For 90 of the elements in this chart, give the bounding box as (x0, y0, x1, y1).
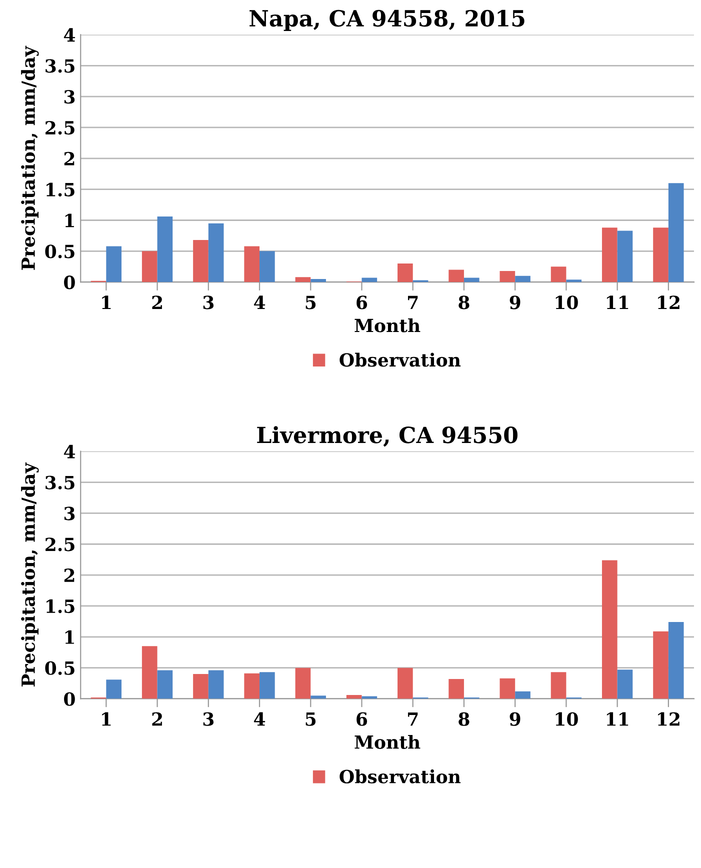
legend-label: Observation (340, 352, 461, 367)
bar (295, 668, 311, 699)
x-tick-label: 1 (102, 296, 111, 310)
y-axis-title: Precipitation, mm/day (21, 46, 39, 270)
x-tick-label: 7 (408, 296, 418, 310)
bar (515, 691, 530, 699)
bar (310, 279, 326, 282)
chart-title: Napa, CA 94558, 2015 (250, 10, 524, 32)
bar (346, 695, 362, 699)
x-tick-label: 5 (306, 296, 316, 310)
bar (208, 670, 224, 699)
y-tick-label: 1 (65, 630, 74, 644)
bar (398, 264, 413, 282)
x-tick-label: 2 (152, 296, 162, 310)
y-tick-label: 3 (64, 90, 75, 104)
x-tick-label: 11 (606, 296, 628, 310)
bar (142, 251, 158, 282)
bar (515, 276, 530, 282)
x-tick-label: 3 (203, 712, 214, 726)
bar (142, 646, 158, 699)
bar (448, 678, 464, 699)
bar (398, 668, 413, 699)
bar (260, 251, 275, 282)
x-tick-label: 9 (510, 712, 520, 726)
bar (310, 696, 326, 699)
bar (193, 674, 208, 699)
y-tick-label: 2.5 (46, 120, 74, 135)
bar (260, 672, 275, 699)
x-tick-label: 11 (606, 712, 628, 726)
bar (295, 277, 311, 282)
x-tick-label: 2 (152, 712, 162, 726)
bar (602, 560, 618, 699)
x-tick-label: 3 (203, 296, 214, 310)
bar (653, 228, 668, 282)
x-axis-title: Month (354, 318, 420, 332)
x-tick-label: 7 (408, 712, 418, 726)
y-tick-label: 0 (64, 692, 75, 706)
bar (157, 216, 173, 282)
bar (244, 673, 260, 699)
y-tick-label: 0.5 (45, 661, 74, 675)
y-tick-label: 3 (64, 506, 75, 520)
bar (193, 240, 208, 282)
x-tick-label: 6 (356, 296, 368, 310)
y-axis-title: Precipitation, mm/day (21, 462, 39, 686)
y-tick-label: 0.5 (45, 244, 74, 258)
bar (566, 280, 582, 282)
y-tick-label: 3.5 (46, 59, 74, 73)
x-tick-label: 4 (254, 712, 266, 726)
bar (550, 672, 566, 699)
x-tick-label: 10 (556, 296, 578, 310)
bar (106, 680, 122, 699)
bar (617, 230, 633, 282)
y-tick-label: 1.5 (46, 599, 74, 614)
legend-label: Observation (340, 769, 461, 784)
x-tick-label: 12 (658, 712, 680, 726)
bar (550, 266, 566, 282)
bar (653, 631, 668, 699)
x-axis-title: Month (354, 734, 420, 749)
bar (157, 670, 173, 699)
y-tick-label: 2 (64, 152, 74, 166)
bar (464, 278, 480, 282)
bar (244, 246, 260, 282)
y-tick-label: 2.5 (46, 538, 74, 552)
bar (617, 670, 633, 699)
bar (668, 622, 684, 699)
y-tick-label: 0 (64, 276, 75, 290)
chart-title: Livermore, CA 94550 (257, 426, 518, 447)
bar (106, 246, 122, 282)
y-tick-label: 4 (64, 444, 76, 458)
y-tick-label: 1.5 (46, 182, 74, 196)
x-tick-label: 1 (102, 712, 111, 726)
bar (668, 183, 684, 282)
y-tick-label: 1 (65, 214, 74, 228)
x-tick-label: 9 (510, 296, 520, 310)
y-tick-label: 4 (64, 28, 76, 42)
bar (448, 270, 464, 282)
y-tick-label: 2 (64, 568, 74, 582)
x-tick-label: 6 (356, 712, 368, 726)
y-tick-label: 3.5 (46, 476, 74, 490)
bar (500, 678, 516, 699)
bar (500, 270, 516, 282)
x-tick-label: 12 (658, 296, 680, 310)
bar (208, 223, 224, 282)
bar (602, 228, 618, 282)
x-tick-label: 5 (306, 712, 316, 726)
x-tick-label: 8 (458, 296, 470, 310)
x-tick-label: 4 (254, 296, 266, 310)
x-tick-label: 10 (556, 712, 578, 726)
bar (362, 278, 378, 282)
x-tick-label: 8 (458, 712, 470, 726)
